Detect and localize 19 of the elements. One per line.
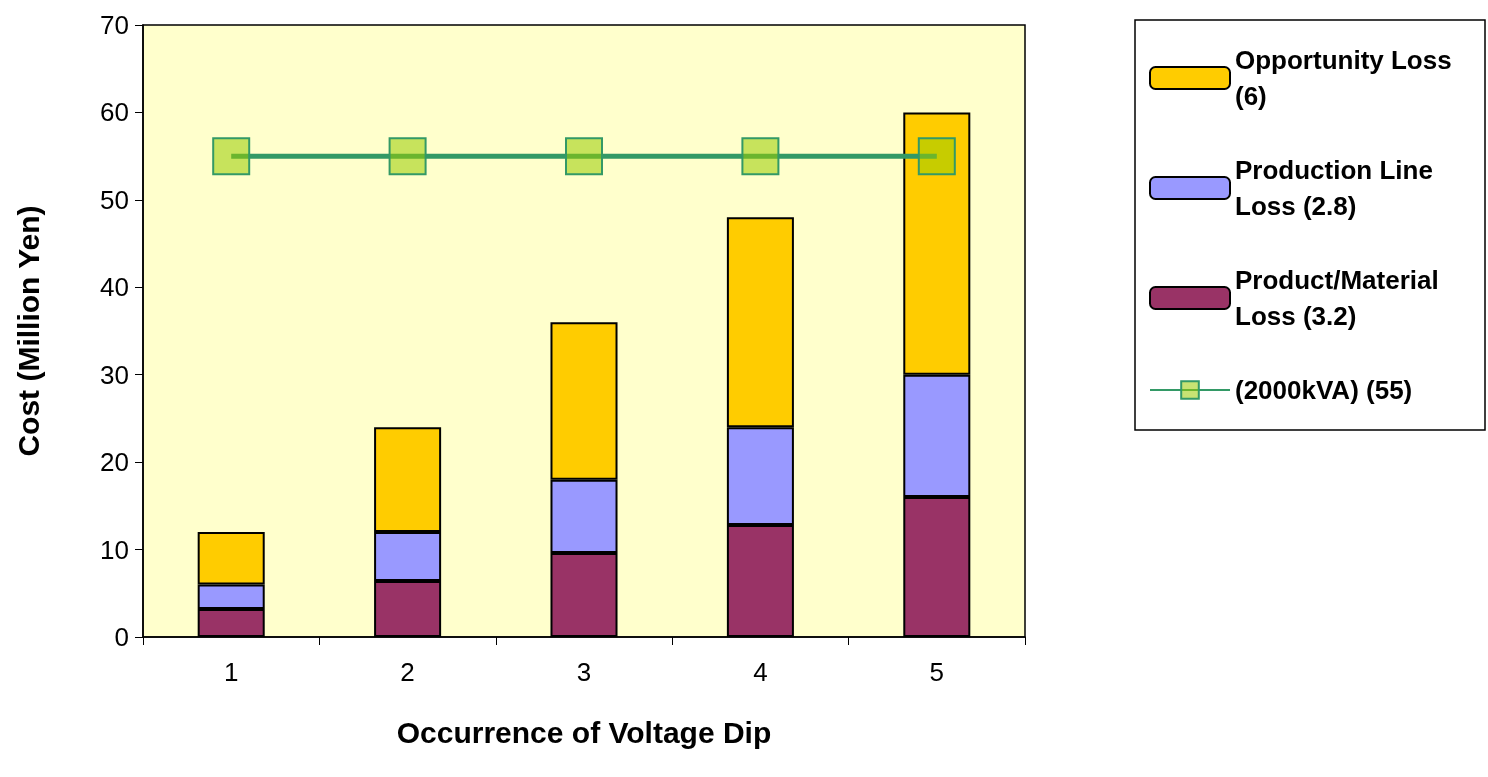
y-tick-label: 0 xyxy=(114,622,129,652)
y-tick-label: 20 xyxy=(100,447,129,478)
x-tick-label: 3 xyxy=(576,657,592,687)
legend-label: Product/Material Loss (3.2) xyxy=(1235,265,1446,331)
x-tick-label: 1 xyxy=(223,657,239,687)
legend-label: (2000kVA) (55) xyxy=(1235,375,1413,405)
y-tick-label: 10 xyxy=(100,534,129,565)
y-tick-label: 70 xyxy=(100,10,129,40)
y-tick-label: 30 xyxy=(100,359,129,390)
x-tick-label: 5 xyxy=(929,657,945,687)
y-tick-label: 60 xyxy=(100,97,129,128)
legend-label: Production Line Loss (2.8) xyxy=(1235,155,1441,221)
x-axis-title: Occurrence of Voltage Dip xyxy=(396,715,772,749)
x-tick-label: 4 xyxy=(753,657,768,687)
x-tick-label: 2 xyxy=(400,657,415,687)
legend-label: Opportunity Loss (6) xyxy=(1235,45,1459,111)
y-tick-label: 50 xyxy=(100,184,129,215)
y-axis-title: Cost (Million Yen) xyxy=(11,205,45,457)
y-tick-label: 40 xyxy=(100,272,129,303)
